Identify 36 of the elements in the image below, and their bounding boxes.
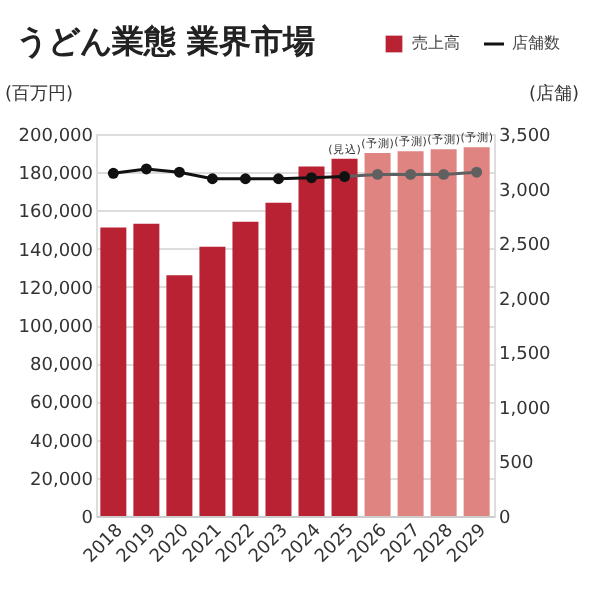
y-tick-label: 40,000	[30, 432, 94, 453]
y-axis-title: (百万円)	[5, 85, 74, 105]
y-tick-label: 140,000	[18, 241, 94, 262]
y2-tick-label: 3,500	[499, 127, 552, 147]
y-tick-label: 160,000	[18, 203, 94, 224]
y-tick-label: 80,000	[30, 356, 94, 377]
bar	[430, 149, 457, 516]
y2-tick-label: 2,500	[499, 236, 552, 257]
bar	[331, 158, 358, 516]
bar	[397, 151, 424, 516]
chart-title: うどん業態 業界市場	[16, 22, 316, 60]
legend-label: 店舗数	[512, 34, 560, 52]
bar	[298, 166, 325, 516]
y2-tick-label: 3,000	[499, 181, 552, 202]
bar	[100, 227, 127, 516]
y2-tick-label: 1,500	[499, 345, 552, 366]
y2-axis-title: (店舗)	[528, 83, 579, 105]
y-tick-label: 120,000	[18, 279, 94, 300]
bar	[199, 246, 226, 516]
y2-tick-label: 500	[499, 454, 534, 475]
bar	[232, 221, 259, 516]
bar	[133, 223, 160, 516]
y-tick-label: 20,000	[30, 470, 94, 491]
y-tick-label: 200,000	[18, 127, 94, 147]
bar	[463, 147, 490, 516]
legend-label: 売上高	[412, 34, 460, 52]
bar	[166, 275, 193, 516]
y2-tick-label: 0	[499, 509, 511, 529]
y-tick-label: 180,000	[18, 165, 94, 186]
y-tick-label: 60,000	[30, 394, 94, 415]
y-tick-label: 0	[81, 509, 94, 529]
bar	[265, 202, 292, 516]
y2-tick-label: 1,000	[499, 399, 552, 420]
y-tick-label: 100,000	[18, 318, 94, 338]
y2-tick-label: 2,000	[499, 290, 552, 311]
bar	[364, 153, 391, 516]
